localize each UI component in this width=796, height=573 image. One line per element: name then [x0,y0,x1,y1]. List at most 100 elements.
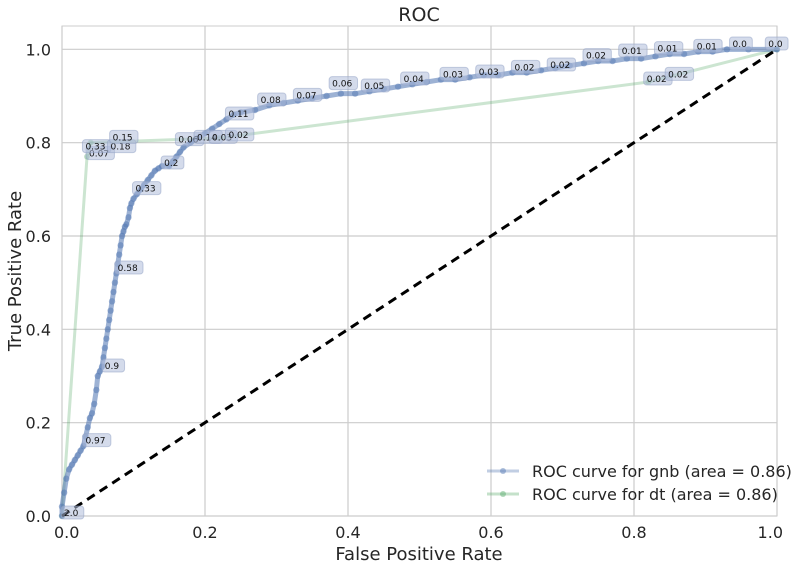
legend-label: ROC curve for dt (area = 0.86) [532,485,778,504]
threshold-label-box [764,36,789,51]
gnb-curve-point [130,195,137,202]
gnb-curve-point [116,251,123,258]
gnb-curve-point [120,228,127,235]
x-axis-title: False Positive Rate [335,544,502,565]
gnb-curve-point [337,90,345,97]
threshold-label: 0.08 [261,96,281,106]
threshold-label-box [132,181,162,196]
x-tick-label: 0.2 [192,523,217,542]
threshold-label-box [257,92,287,107]
threshold-label: 0.04 [404,75,424,85]
gnb-curve-point [394,83,402,90]
threshold-label-box [360,78,391,93]
gnb-curve-point [117,242,124,249]
gnb-curve-point [151,167,159,174]
threshold-label-box [60,505,85,520]
gnb-curve-point [323,92,330,100]
gnb-curve-point [104,326,111,333]
threshold-label: 0.2 [164,159,178,169]
threshold-label: 0.06 [332,80,352,90]
gnb-curve-point [77,447,84,454]
threshold-label-box [160,155,185,170]
gridlines [61,26,778,517]
gnb-curve-point [108,298,116,305]
threshold-label-box [439,66,469,81]
y-axis-title: True Positive Rate [5,191,26,352]
threshold-label-box [618,43,648,58]
gnb-curve-point [101,344,109,352]
gnb-curve-point [60,489,68,496]
threshold-label-box [328,76,359,91]
threshold-label-box [101,358,126,373]
threshold-label: 0.33 [136,185,156,195]
threshold-label: 0.02 [228,131,248,141]
gnb-curve-point [86,414,94,422]
threshold-label: 0.07 [296,91,316,101]
y-tick-label: 0.8 [26,134,51,153]
gnb-curve-point [68,461,76,468]
threshold-label-box [224,127,255,142]
threshold-label: 0.07 [89,150,109,160]
threshold-label-box [510,59,541,74]
threshold-label: 0.02 [550,61,570,71]
gnb-curve-point [118,232,126,240]
legend-marker [500,491,506,497]
series-layer [58,46,781,520]
threshold-label-box [109,129,139,144]
gnb-curve-point [110,288,117,296]
gnb-curve-point [216,120,223,128]
legend-label: ROC curve for gnb (area = 0.86) [532,462,792,481]
x-tick-label: 1.0 [758,523,783,542]
x-tick-label: 0.0 [54,523,79,542]
threshold-label: 0.02 [514,63,534,73]
threshold-label-box [729,36,753,51]
gnb-curve-point [90,400,98,408]
threshold-label: 0.01 [697,42,717,52]
gnb-curve-point [723,46,731,53]
threshold-label-box [81,433,112,448]
threshold-label: 0.33 [85,143,105,153]
gnb-curve-point [155,165,162,172]
gnb-curve-point [125,214,132,221]
gnb-curve-point [123,221,130,228]
threshold-label-box [475,64,505,79]
threshold-label: 0.97 [85,437,105,447]
gnb-curve-point [351,90,359,97]
threshold-label-box [664,66,695,81]
gnb-curve-point [74,452,81,459]
gnb-curve-point [176,148,184,156]
y-tick-label: 0.0 [26,507,51,526]
threshold-label-box [400,71,430,86]
threshold-label-box [114,260,144,275]
y-tick-label: 0.6 [26,227,51,246]
gnb-curve-point [63,475,70,482]
gnb-curve-point [93,386,100,394]
threshold-label-box [582,48,612,63]
threshold-label-box [546,57,577,72]
legend: ROC curve for gnb (area = 0.86) ROC curve… [487,462,792,504]
threshold-label: 2.0 [64,509,79,519]
gnb-curve-point [71,456,79,464]
threshold-label: 0.15 [113,133,133,143]
threshold-label: 0.0 [768,40,783,50]
gnb-curve-point [128,200,135,207]
threshold-label: 0.03 [212,133,232,143]
tick-labels: 0.0 0.2 0.4 0.6 0.8 1.0 0.0 0.2 0.4 0.6 0.8 1.0 [26,40,783,542]
threshold-label: 0.14 [197,133,217,143]
threshold-label: 0.01 [622,47,642,57]
threshold-label: 0.01 [657,45,677,55]
gnb-curve-point [107,307,114,314]
x-tick-label: 0.6 [478,523,503,542]
threshold-label: 0.02 [586,52,606,62]
threshold-label: 0.0 [733,40,748,50]
gnb-curve-point [121,223,129,230]
threshold-label-box [224,106,255,121]
gnb-curve-point [111,279,119,286]
legend-marker [500,468,506,474]
threshold-label: 0.9 [105,362,120,372]
gnb-curve-point [94,372,101,380]
threshold-label-box [693,38,723,53]
threshold-label-box [292,87,323,102]
y-tick-label: 1.0 [26,40,51,59]
